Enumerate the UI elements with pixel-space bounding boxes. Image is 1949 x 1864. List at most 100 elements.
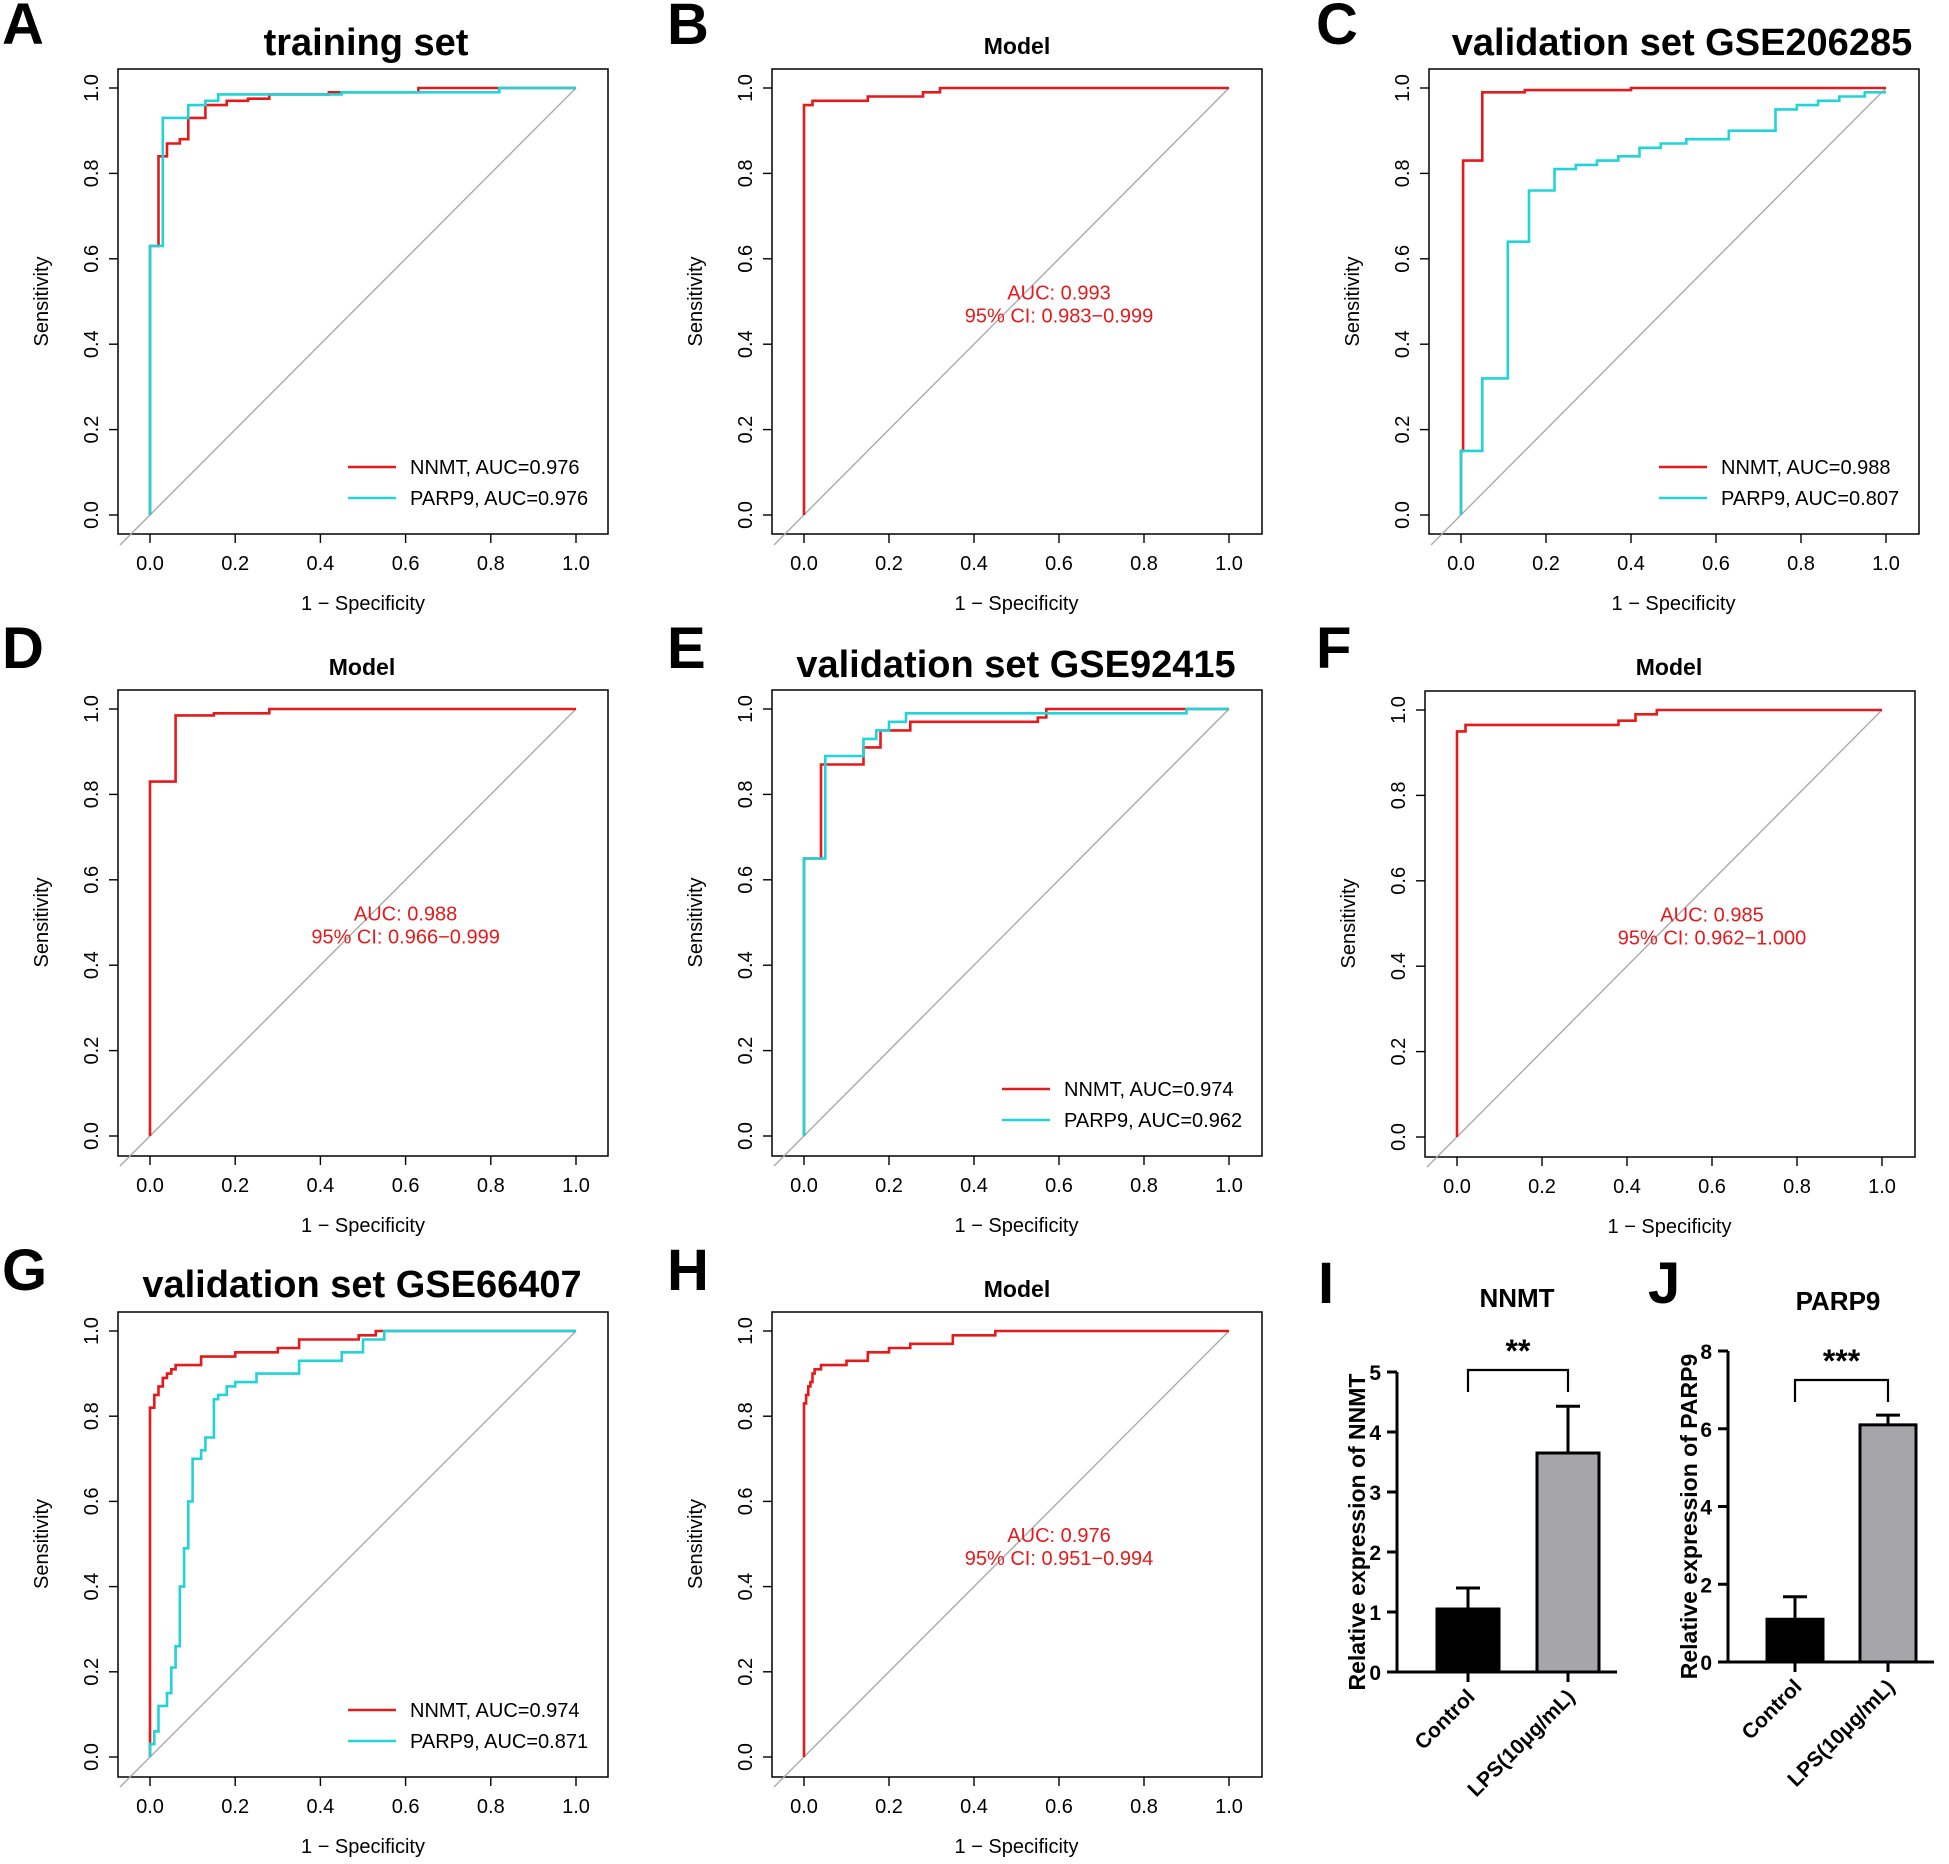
x-tick-label: 0.6 [1045,1796,1073,1818]
bar-lps [1535,1451,1601,1674]
y-tick-label: 0.6 [735,245,757,273]
y-tick-label: 1.0 [81,1317,103,1345]
y-axis-label: Sensitivity [31,1499,53,1589]
plot-frame [117,689,609,1157]
y-tick-label: 1.0 [81,74,103,102]
x-tick-label: 0.4 [1617,553,1645,575]
y-tick-label: 0.4 [1392,330,1414,358]
x-tick-label: 1.0 [562,553,590,575]
y-axis: 0.0 0.2 0.4 0.6 0.8 1.0 Sensitivity [1342,74,1429,529]
x-tick-label: 1.0 [1215,1175,1243,1197]
x-axis: 0.0 0.2 0.4 0.6 0.8 1.0 1 − Specificity [790,1777,1243,1858]
y-tick-label: 5 [1369,1362,1381,1385]
x-axis-label: 1 − Specificity [955,1215,1079,1237]
y-tick-label: 3 [1369,1482,1381,1505]
y-tick-label: 0.0 [1392,501,1414,529]
y-tick-label: 0.8 [1392,159,1414,187]
x-tick-label: 0.8 [1130,553,1158,575]
x-axis: 0.0 0.2 0.4 0.6 0.8 1.0 1 − Specificity [1443,1157,1896,1238]
y-tick-label: 0.2 [1388,1038,1410,1066]
y-tick-label: 6 [1700,1419,1712,1442]
y-tick-label: 0.8 [81,159,103,187]
y-tick-label: 0.6 [1392,245,1414,273]
plot-frame [771,68,1263,535]
y-tick-label: 0.6 [735,1487,757,1515]
y-tick-label: 1.0 [1388,696,1410,724]
y-tick-label: 0.8 [735,159,757,187]
y-tick-label: 0.8 [81,1402,103,1430]
x-axis-label: 1 − Specificity [301,593,425,615]
significance-marker: ** [1506,1333,1531,1369]
roc-curve-parp9 [802,707,1229,1136]
chart-title: Model [1636,654,1702,680]
x-tick-label: Control [1737,1675,1806,1744]
roc-curve-model [802,86,1229,515]
legend-label-parp9: PARP9, AUC=0.807 [1721,488,1899,510]
y-axis: 0.0 0.2 0.4 0.6 0.8 1.0 Sensitivity [31,695,118,1150]
y-axis-label: Sensitivity [31,256,53,346]
y-tick-label: 0.6 [81,866,103,894]
auc-value: AUC: 0.976 [1007,1525,1110,1547]
y-tick-label: 0.4 [81,1573,103,1601]
auc-confidence-interval: 95% CI: 0.951−0.994 [965,1548,1153,1570]
x-tick-label: 0.2 [875,553,903,575]
y-tick-label: 0.0 [81,1743,103,1771]
legend-label-nnmt: NNMT, AUC=0.974 [410,1700,580,1722]
legend-label-nnmt: NNMT, AUC=0.988 [1721,457,1891,479]
x-tick-label: 0.6 [392,553,420,575]
x-tick-label: 0.8 [477,1175,505,1197]
y-tick-label: 1.0 [735,1317,757,1345]
y-tick-label: 1.0 [735,695,757,723]
y-tick-label: 0.2 [735,416,757,444]
diagonal-reference-line [1430,87,1887,546]
y-tick-label: 0.2 [735,1037,757,1065]
roc-curve-parp9 [148,86,576,515]
x-tick-label: 0.8 [477,1796,505,1818]
panel-letter: I [1318,1251,1334,1316]
x-tick-label: LPS(10μg/mL) [1463,1685,1579,1801]
x-tick-label: 0.4 [1613,1176,1641,1198]
y-tick-label: 4 [1369,1422,1381,1445]
bar-lps [1858,1423,1918,1664]
x-tick-label: 0.0 [136,1796,164,1818]
legend: NNMT, AUC=0.976 PARP9, AUC=0.976 [348,457,588,510]
y-tick-label: 1.0 [81,695,103,723]
y-tick-label: 0.8 [735,780,757,808]
chart-title: Model [984,1276,1050,1302]
y-tick-label: 2 [1369,1542,1381,1565]
chart-title: NNMT [1479,1283,1554,1313]
x-tick-label: 0.2 [1528,1176,1556,1198]
panel-letter: C [1316,0,1358,57]
y-tick-label: 0.8 [81,780,103,808]
y-axis-label: Sensitivity [31,877,53,967]
y-tick-label: 0.6 [1388,867,1410,895]
x-tick-label: 0.4 [306,553,334,575]
y-tick-label: 0.0 [735,1743,757,1771]
x-axis-label: 1 − Specificity [301,1215,425,1237]
auc-confidence-interval: 95% CI: 0.966−0.999 [311,927,499,949]
diagonal-reference-line [1426,709,1883,1168]
x-tick-label: 0.2 [221,553,249,575]
y-tick-label: 0.4 [735,951,757,979]
y-axis: 0.0 0.2 0.4 0.6 0.8 1.0 Sensitivity [685,74,772,529]
y-tick-label: 0.4 [81,330,103,358]
y-axis-label: Sensitivity [685,1499,707,1589]
y-tick-label: 0.2 [81,1658,103,1686]
x-axis: 0.0 0.2 0.4 0.6 0.8 1.0 1 − Specificity [790,1156,1243,1237]
y-tick-label: 1.0 [735,74,757,102]
plot-frame [771,689,1263,1157]
panel-letter: B [667,0,709,57]
x-tick-label: 0.2 [1532,553,1560,575]
y-tick-label: 0.0 [81,501,103,529]
diagonal-reference-line [119,708,577,1167]
x-tick-label: 1.0 [1868,1176,1896,1198]
x-tick-label: 0.6 [392,1796,420,1818]
y-tick-label: 8 [1700,1341,1712,1364]
auc-value: AUC: 0.988 [354,904,457,926]
auc-value: AUC: 0.993 [1007,283,1110,305]
